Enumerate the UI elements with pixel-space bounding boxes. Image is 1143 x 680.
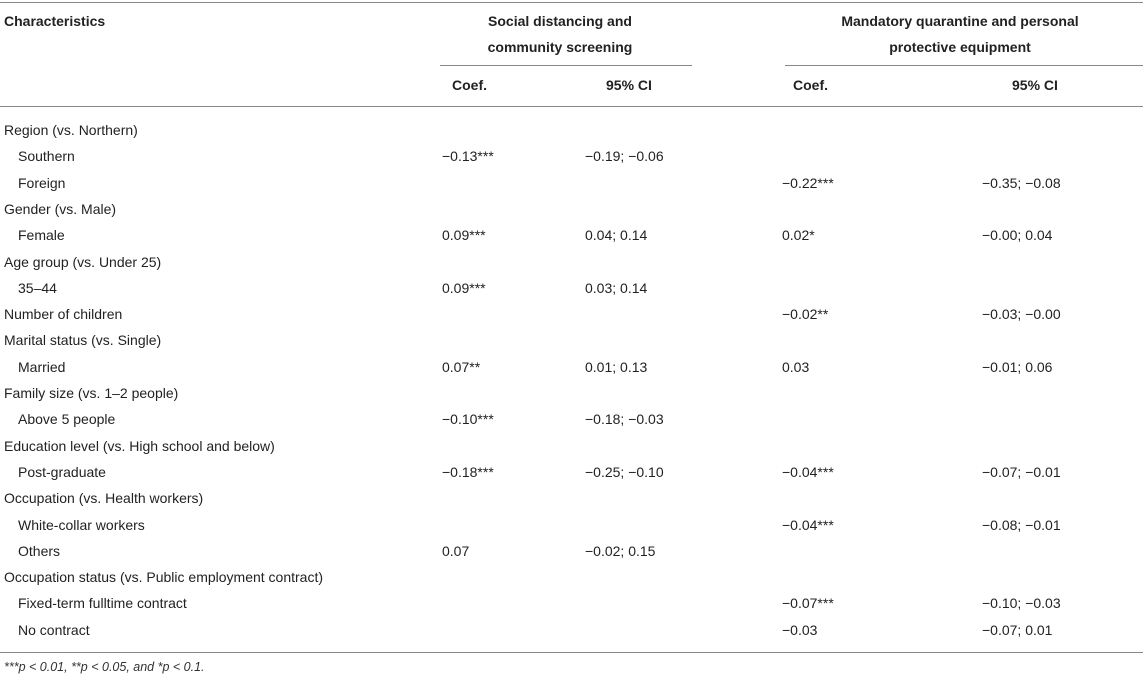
- cell-ci-2: −0.00; 0.04: [982, 227, 1053, 243]
- cell-coef-1: 0.07: [442, 543, 470, 559]
- cell-ci-1: 0.04; 0.14: [585, 227, 648, 243]
- row-sublabel: Southern: [18, 148, 75, 164]
- header-coef-1: Coef.: [452, 77, 487, 93]
- group2-title-line1: Mandatory quarantine and personal: [841, 13, 1079, 29]
- row-sublabel: Fixed-term fulltime contract: [18, 595, 187, 611]
- cell-ci-1: 0.03; 0.14: [585, 280, 648, 296]
- row-category-label: Number of children: [4, 306, 123, 322]
- cell-coef-2: 0.02*: [782, 227, 815, 243]
- row-sublabel: 35–44: [18, 280, 57, 296]
- header-coef-2: Coef.: [793, 77, 828, 93]
- cell-coef-1: 0.07**: [442, 359, 481, 375]
- row-sublabel: Married: [18, 359, 66, 375]
- row-category-label: Marital status (vs. Single): [4, 332, 162, 348]
- cell-coef-1: 0.09***: [442, 280, 486, 296]
- header-ci-2: 95% CI: [1012, 77, 1058, 93]
- group1-underline: [440, 65, 692, 66]
- cell-ci-2: −0.01; 0.06: [982, 359, 1053, 375]
- cell-coef-1: −0.13***: [442, 148, 494, 164]
- row-sublabel: Post-graduate: [18, 464, 106, 480]
- cell-coef-2: −0.02**: [782, 306, 829, 322]
- row-category-label: Age group (vs. Under 25): [4, 254, 162, 270]
- top-rule: [0, 2, 1143, 3]
- row-sublabel: Above 5 people: [18, 411, 116, 427]
- cell-ci-1: −0.25; −0.10: [585, 464, 664, 480]
- row-sublabel: Others: [18, 543, 61, 559]
- row-category-label: Family size (vs. 1–2 people): [4, 385, 179, 401]
- header-characteristics: Characteristics: [4, 13, 106, 29]
- group1-title-line2: community screening: [487, 39, 633, 55]
- bottom-rule: [0, 652, 1143, 653]
- row-sublabel: No contract: [18, 622, 90, 638]
- cell-coef-2: −0.07***: [782, 595, 834, 611]
- row-category-label: Gender (vs. Male): [4, 201, 117, 217]
- footnote: ***p < 0.01, **p < 0.05, and *p < 0.1.: [4, 660, 205, 674]
- group2-title-line2: protective equipment: [889, 39, 1031, 55]
- cell-ci-2: −0.35; −0.08: [982, 175, 1061, 191]
- cell-coef-2: −0.04***: [782, 517, 834, 533]
- cell-ci-1: 0.01; 0.13: [585, 359, 648, 375]
- row-category-label: Occupation status (vs. Public employment…: [4, 569, 324, 585]
- cell-coef-1: −0.10***: [442, 411, 494, 427]
- cell-coef-1: −0.18***: [442, 464, 494, 480]
- header-rule: [0, 106, 1143, 107]
- cell-ci-2: −0.07; −0.01: [982, 464, 1061, 480]
- cell-coef-2: −0.22***: [782, 175, 834, 191]
- cell-ci-2: −0.03; −0.00: [982, 306, 1061, 322]
- group2-underline: [785, 65, 1143, 66]
- cell-ci-1: −0.02; 0.15: [585, 543, 656, 559]
- cell-ci-2: −0.10; −0.03: [982, 595, 1061, 611]
- cell-coef-2: −0.04***: [782, 464, 834, 480]
- group1-title-line1: Social distancing and: [488, 13, 632, 29]
- cell-coef-2: 0.03: [782, 359, 810, 375]
- header-ci-1: 95% CI: [606, 77, 652, 93]
- row-sublabel: Foreign: [18, 175, 66, 191]
- row-category-label: Occupation (vs. Health workers): [4, 490, 204, 506]
- row-sublabel: Female: [18, 227, 65, 243]
- row-category-label: Education level (vs. High school and bel…: [4, 438, 275, 454]
- cell-coef-1: 0.09***: [442, 227, 486, 243]
- cell-coef-2: −0.03: [782, 622, 818, 638]
- cell-ci-1: −0.18; −0.03: [585, 411, 664, 427]
- cell-ci-1: −0.19; −0.06: [585, 148, 664, 164]
- row-category-label: Region (vs. Northern): [4, 122, 138, 138]
- row-sublabel: White-collar workers: [18, 517, 145, 533]
- cell-ci-2: −0.08; −0.01: [982, 517, 1061, 533]
- cell-ci-2: −0.07; 0.01: [982, 622, 1053, 638]
